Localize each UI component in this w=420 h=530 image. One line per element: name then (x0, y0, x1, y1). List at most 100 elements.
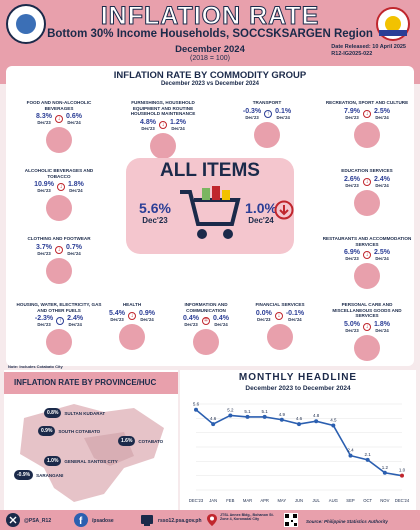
category-dec23-value: 2.6% (344, 175, 360, 183)
category-illustration-icon (193, 329, 219, 355)
category-dec24-label: Dec'24 (140, 316, 154, 322)
monthly-line-chart: 5.6 DEC'23 4.6 JAN 5.2 FEB 5.1 MAR 5.1 APR 4.9 MAY 4… (189, 402, 410, 503)
page-subtitle: Bottom 30% Income Households, SOCCSKSARG… (47, 28, 373, 40)
arrow-down-icon: ↓ (159, 120, 167, 129)
category-dec23-label: Dec'23 (257, 316, 271, 322)
category-dec23-label: Dec'23 (345, 182, 359, 188)
all-items-dec24: 1.0% Dec'24 (236, 200, 286, 225)
category-dec24-label: Dec'24 (214, 322, 228, 327)
category-dec24-label: Dec'24 (375, 256, 389, 261)
data-label: 1.2 (382, 465, 389, 470)
data-point (279, 417, 284, 422)
category-dec23-value: 0.0% (255, 309, 272, 317)
category-dec23-label: Dec'23 (141, 125, 155, 131)
province-item: 1.0% GENERAL SANTOS CITY (44, 456, 118, 466)
all-items-title: ALL ITEMS (160, 160, 260, 181)
data-point (262, 414, 267, 419)
province-value: -0.9% (14, 470, 34, 480)
x-tick-label: SEP (346, 498, 355, 503)
category-dec24-label: Dec'24 (375, 182, 389, 188)
category-name: FINANCIAL SERVICES (255, 302, 305, 307)
category-name: EDUCATION SERVICES (341, 168, 393, 173)
facebook-icon[interactable]: f (74, 513, 88, 527)
category-name: PERSONAL CARE AND MISCELLANEOUS GOODS AN… (332, 302, 402, 318)
data-point (348, 453, 353, 458)
section-subtitle: December 2023 vs December 2024 (160, 81, 260, 87)
category-dec23-label: Dec'23 (245, 114, 259, 120)
data-point (211, 422, 216, 427)
province-value: 1.6% (118, 436, 136, 446)
category-card: RECREATION, SPORT AND CULTURE 7.9% Dec'23 ↓… (322, 100, 412, 148)
source-note: Source: Philippine Statistics Authority (306, 519, 388, 524)
bagong-pilipinas-logo-icon (376, 7, 410, 41)
category-illustration-icon (354, 263, 380, 289)
category-dec24-label: Dec'24 (276, 114, 290, 120)
data-point (331, 423, 336, 428)
base-year: (2018 = 100) (190, 55, 230, 62)
category-dec24-label: Dec'24 (67, 120, 81, 125)
category-dec24-value: 1.8% (374, 320, 390, 328)
x-tick-label: JUL (312, 498, 320, 503)
period-label: December 2024 (175, 44, 245, 55)
category-dec24-value: 2.4% (67, 315, 84, 322)
monthly-subtitle: December 2023 to December 2024 (245, 385, 351, 392)
x-twitter-icon[interactable] (6, 513, 20, 527)
arrow-down-icon: ↓ (55, 115, 63, 123)
web-icon[interactable] (140, 513, 154, 527)
note-text: Note: Includes Cotabato City (8, 364, 63, 369)
arrow-down-icon: ↓ (128, 311, 136, 320)
category-card: FINANCIAL SERVICES 0.0% Dec'23 ↓ -0.1% Dec'24 (244, 302, 316, 350)
website-link[interactable]: rsso12.psa.gov.ph (158, 518, 202, 524)
data-point (400, 473, 404, 478)
twitter-handle[interactable]: @PSA_R12 (24, 518, 52, 524)
psa-logo-icon (6, 4, 46, 44)
all-items-dec23-value: 5.6% (139, 200, 171, 216)
province-header (4, 372, 178, 394)
category-illustration-icon (267, 323, 293, 350)
x-tick-label: JUN (295, 498, 303, 503)
arrow-down-icon: ↓ (363, 177, 371, 186)
x-tick-label: JAN (209, 498, 217, 503)
data-label: 2.1 (365, 452, 372, 457)
data-point (382, 470, 387, 475)
arrow-down-icon: ↓ (363, 251, 371, 259)
category-name: FURNISHINGS, HOUSEHOLD EQUIPMENT AND ROU… (130, 100, 196, 116)
category-card: FURNISHINGS, HOUSEHOLD EQUIPMENT AND ROU… (118, 100, 208, 159)
all-items-dec23-label: Dec'23 (142, 216, 168, 225)
province-name: GENERAL SANTOS CITY (64, 458, 118, 464)
x-tick-label: APR (260, 498, 269, 503)
category-dec23-label: Dec'23 (110, 316, 124, 322)
category-dec23-value: 8.3% (36, 113, 52, 120)
category-illustration-icon (354, 334, 380, 361)
category-dec23-value: 5.4% (109, 309, 125, 317)
category-dec24-value: 0.7% (66, 243, 82, 251)
facebook-handle[interactable]: /psadose (92, 518, 114, 524)
data-point (314, 419, 319, 424)
category-illustration-icon (119, 323, 145, 350)
arrow-down-icon: ↓ (363, 322, 371, 331)
office-address: JTSL Annex Bldg., Bohanon St. Zone 4, Ko… (220, 513, 274, 522)
province-item: 0.9% SOUTH COTABATO (38, 426, 100, 436)
province-name: SARANGANI (36, 472, 64, 478)
category-card: INFORMATION AND COMMUNICATION 0.4% Dec'23 =… (170, 302, 242, 355)
equal-icon: = (202, 317, 210, 325)
category-name: CLOTHING AND FOOTWEAR (27, 236, 91, 241)
category-name: TRANSPORT (252, 100, 282, 105)
category-dec23-value: -2.3% (34, 315, 54, 322)
category-dec24-label: Dec'24 (67, 250, 81, 256)
release-date: Date Released: 10 April 2025 (331, 44, 406, 50)
monthly-panel (180, 370, 416, 510)
data-label: 5.2 (227, 407, 234, 412)
province-item: -0.9% SARANGANI (14, 470, 63, 480)
category-name: FOOD AND NON-ALCOHOLIC BEVERAGES (26, 100, 92, 111)
section-title: INFLATION RATE BY COMMODITY GROUP (113, 70, 307, 81)
data-point (228, 413, 233, 418)
x-tick-label: MAY (277, 498, 286, 503)
arrow-down-icon: ↓ (55, 245, 63, 254)
category-dec24-value: 2.4% (374, 175, 390, 183)
province-name: COTABATO (138, 438, 164, 444)
category-card: FOOD AND NON-ALCOHOLIC BEVERAGES 8.3% Dec'… (14, 100, 104, 153)
category-dec24-value: 0.4% (213, 315, 229, 322)
arrow-down-icon: ↓ (56, 183, 65, 191)
x-tick-label: FEB (226, 498, 234, 503)
